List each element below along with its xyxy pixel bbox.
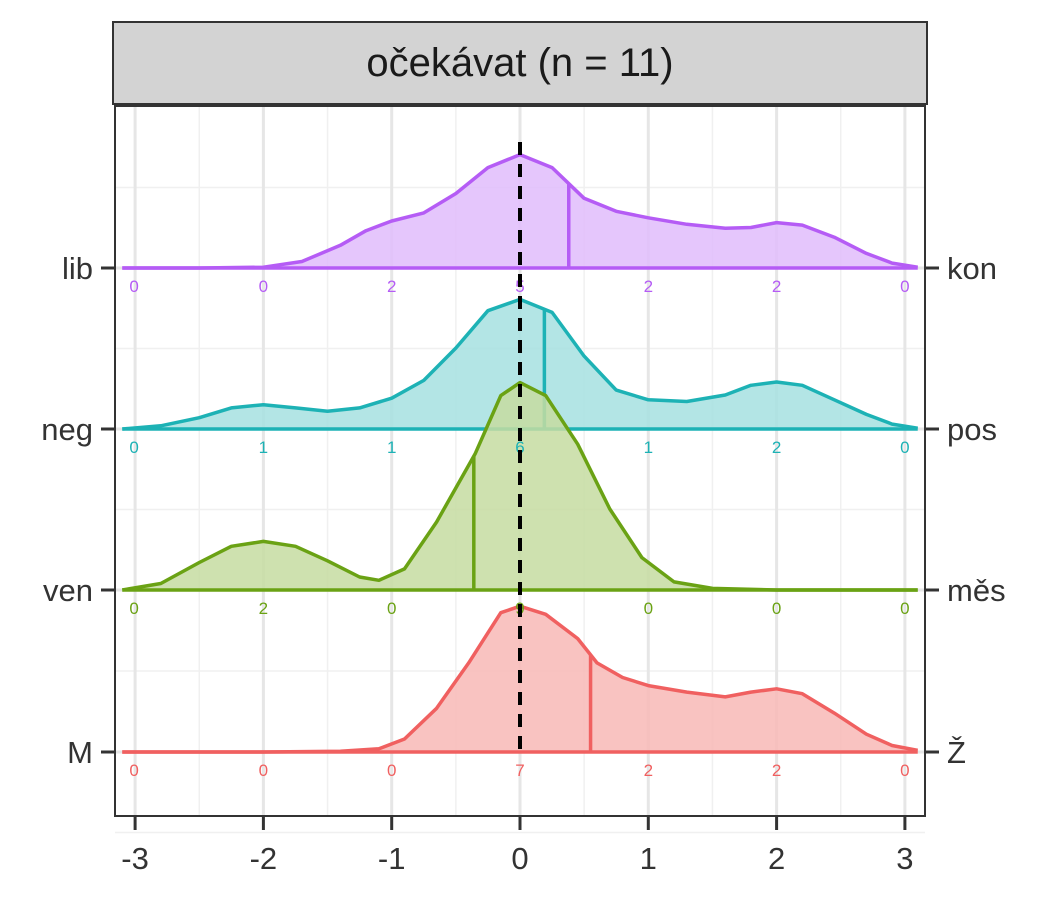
count-label: 0 [129,761,138,780]
x-tick-label: 0 [511,841,528,876]
count-label: 0 [644,599,653,618]
count-label: 1 [259,438,268,457]
density-area-ven [122,382,918,590]
count-label: 2 [772,438,781,457]
count-label: 0 [900,761,909,780]
density-line-M [122,604,919,754]
count-label: 0 [259,761,268,780]
count-label: 0 [259,277,268,296]
count-label: 0 [772,599,781,618]
count-label: 0 [129,277,138,296]
count-label: 0 [129,599,138,618]
count-label: 7 [515,761,524,780]
count-label: 0 [129,438,138,457]
y-label-right: pos [947,412,997,447]
count-label: 0 [900,277,909,296]
count-label: 0 [900,599,909,618]
x-tick-label: 3 [896,841,913,876]
facet-strip: očekávat (n = 11) [112,21,928,105]
y-label-left: lib [62,251,93,286]
y-label-right: Ž [947,735,966,770]
x-tick-label: -3 [121,841,149,876]
chart-title: očekávat (n = 11) [366,41,673,85]
count-label: 0 [387,761,396,780]
axes: lib kon neg pos ven měs M Ž -3 -2 -1 0 1 2 3 [41,251,1005,876]
count-label: 2 [644,277,653,296]
count-label: 2 [772,761,781,780]
y-label-right: kon [947,251,997,286]
count-label: 2 [259,599,268,618]
density-line-ven [122,380,918,592]
count-label: 0 [900,438,909,457]
count-label: 2 [772,277,781,296]
y-label-left: ven [43,573,93,608]
x-tick-label: -1 [378,841,406,876]
count-label: 6 [515,438,524,457]
count-label: 1 [644,438,653,457]
y-label-left: neg [41,412,93,447]
x-tick-label: -2 [250,841,278,876]
x-tick-label: 2 [768,841,785,876]
count-label: 0 [387,599,396,618]
density-line-lib [122,152,918,270]
x-tick-label: 1 [640,841,657,876]
count-label: 1 [387,438,396,457]
count-label: 2 [387,277,396,296]
density-line-neg [122,297,918,431]
y-label-right: měs [947,573,1006,608]
count-label: 2 [644,761,653,780]
y-label-left: M [67,735,93,770]
